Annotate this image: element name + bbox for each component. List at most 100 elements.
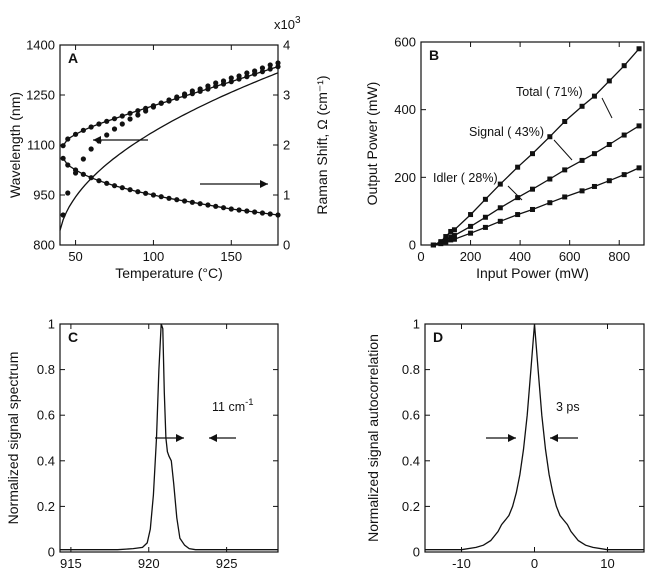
y-tick-label: 1 [413, 317, 420, 332]
data-point [482, 196, 488, 202]
y-tick-label: 0 [48, 545, 55, 560]
data-point [135, 112, 141, 118]
data-point [236, 207, 242, 213]
data-point [189, 88, 195, 94]
data-point [482, 214, 488, 220]
data-point [174, 197, 180, 203]
data-point [158, 100, 164, 106]
data-point [606, 78, 612, 84]
panel-B: 0 200 400 600 800 0 200 400 600 B Input Power (mW)… [364, 35, 645, 281]
data-point [111, 183, 118, 189]
x-tick-label: 0 [531, 556, 538, 571]
data-point [213, 203, 219, 209]
data-point [530, 186, 535, 192]
left-axis-arrow-head [93, 136, 101, 144]
data-point [267, 211, 273, 217]
data-point [244, 70, 250, 76]
data-point [158, 194, 164, 200]
y2-tick-label: 3 [283, 88, 290, 103]
y-tick-label: 1250 [26, 88, 55, 103]
fwhm-arrow-right-head [209, 434, 217, 442]
x-tick-label: 50 [68, 249, 82, 264]
data-point [96, 121, 102, 127]
fwhm-arrow-right-head [550, 434, 558, 442]
y-axis-label: Wavelength (nm) [7, 92, 23, 198]
data-point [259, 210, 266, 216]
data-point [111, 126, 118, 132]
data-point [547, 134, 553, 140]
x-tick-label: 10 [600, 556, 614, 571]
x-tick-label: 925 [216, 556, 238, 571]
data-point [135, 108, 141, 114]
data-point [562, 194, 568, 200]
data-point [591, 93, 597, 99]
data-point [220, 78, 227, 84]
fwhm-arrow-left-head [176, 434, 184, 442]
data-point [80, 156, 86, 162]
data-point [515, 164, 521, 170]
data-point [143, 190, 149, 196]
data-point [111, 116, 118, 122]
data-point [252, 68, 258, 74]
data-point [150, 104, 157, 110]
data-point [621, 132, 627, 138]
y-axis-label: Normalized signal autocorrelation [365, 334, 381, 542]
y-tick-label: 800 [33, 238, 55, 253]
data-point [60, 155, 66, 161]
data-point [621, 172, 627, 178]
x-tick-label: 915 [60, 556, 82, 571]
data-point [228, 206, 234, 212]
autocorrelation-trace [425, 323, 644, 551]
data-point [127, 110, 133, 116]
panel-A: 50 100 150 800 950 1100 1250 1400 A Temperature (… [7, 15, 330, 281]
data-point [228, 79, 234, 85]
plot-frame [59, 323, 279, 553]
data-point [197, 86, 203, 92]
data-point [530, 206, 535, 212]
y-tick-label: 1100 [27, 138, 55, 153]
fwhm-value: 11 cm [212, 400, 245, 414]
data-point [451, 236, 457, 242]
data-point [591, 151, 597, 157]
data-point [181, 198, 188, 204]
data-point [72, 170, 79, 176]
data-point [166, 97, 172, 103]
spectrum-trace [60, 323, 278, 551]
data-point [579, 157, 585, 163]
data-point [88, 124, 94, 130]
y2-tick-label: 1 [283, 188, 290, 203]
panel-letter: B [429, 47, 439, 63]
data-point [127, 116, 133, 122]
y-tick-label: 0.2 [402, 499, 420, 514]
y2-axis-label: Raman Shift, Ω (cm⁻¹) [314, 75, 330, 214]
data-point [547, 176, 553, 182]
x-axis-label: Wavelength (nm ) [114, 572, 224, 575]
y-tick-label: 0 [409, 238, 416, 253]
data-point [621, 63, 627, 69]
data-point [636, 123, 642, 129]
data-point [275, 60, 281, 66]
x-tick-label: 150 [220, 249, 242, 264]
data-point [65, 190, 71, 196]
data-point [104, 132, 110, 138]
x-axis-label: Delay (ps) [503, 572, 567, 575]
x-tick-label: 920 [138, 556, 160, 571]
data-point [443, 234, 449, 240]
data-point [267, 62, 273, 68]
data-point [482, 224, 488, 230]
y-tick-label: 0.2 [37, 499, 55, 514]
data-point [497, 218, 503, 224]
y2-multiplier: x103 [274, 15, 301, 32]
data-point [96, 178, 102, 184]
x-axis-label: Input Power (mW) [476, 265, 589, 281]
data-point [497, 181, 503, 187]
data-point [104, 118, 110, 124]
x-tick-label: 100 [143, 249, 165, 264]
data-point [150, 192, 157, 198]
data-point [80, 171, 86, 177]
x-tick-label: -10 [452, 556, 471, 571]
label-pointer [601, 97, 613, 119]
y2-tick-label: 0 [283, 238, 290, 253]
data-point [275, 64, 281, 70]
data-point [205, 83, 211, 89]
